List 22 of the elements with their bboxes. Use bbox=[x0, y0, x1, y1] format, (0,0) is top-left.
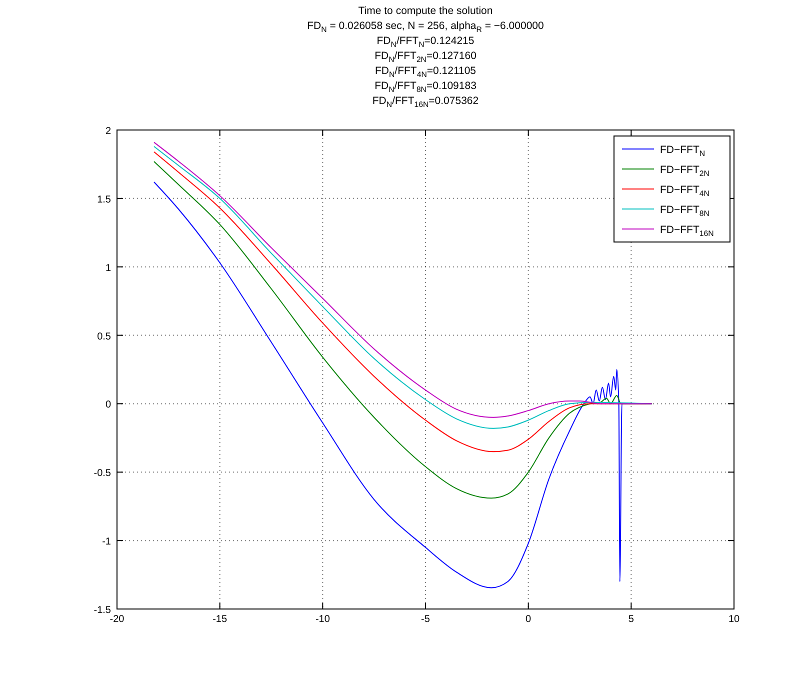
legend-label: FD−FFT$_{4N}$ bbox=[660, 184, 710, 198]
chart-title: Time to compute the solution bbox=[358, 5, 493, 17]
y-tick-label: 2 bbox=[105, 126, 112, 137]
x-tick-label: -5 bbox=[421, 614, 430, 625]
legend-label: FD−FFT$_{N}$ bbox=[660, 144, 706, 158]
y-tick-label: 0.5 bbox=[97, 331, 112, 342]
x-tick-label: -15 bbox=[212, 614, 228, 625]
y-tick-label: 1 bbox=[105, 262, 112, 274]
y-tick-label: 0 bbox=[105, 400, 112, 411]
x-tick-label: 10 bbox=[728, 614, 740, 625]
legend-label: FD−FFT$_{8N}$ bbox=[660, 204, 710, 218]
x-tick-label: -10 bbox=[315, 614, 330, 625]
text: FD$_{N}$ = 0.026058 sec, N = 256, alpha$_{R}$ = −6.000000 FD$_{N}$/FFT$_{N}$=0.124215 FD$_{N}$/FFT$_{2N}$=0.127160 FD$_{N}$/FFT$_{4N}$=0.121105 FD$_{N}$/FFT$_{8N}$=0.109183 FD$_{N}$/FFT$_{16N}$=0.075362 bbox=[307, 20, 544, 109]
legend-label: FD−FFT$_{16N}$ bbox=[660, 224, 714, 238]
x-tick-label: -20 bbox=[110, 614, 125, 625]
y-tick-label: 1.5 bbox=[97, 194, 112, 206]
x-tick-label: 5 bbox=[628, 614, 634, 625]
y-tick-label: -1.5 bbox=[94, 605, 112, 616]
x-tick-label: 0 bbox=[526, 614, 532, 625]
legend-label: FD−FFT$_{2N}$ bbox=[660, 164, 710, 178]
y-tick-label: -0.5 bbox=[94, 468, 112, 480]
y-tick-label: -1 bbox=[102, 536, 112, 548]
